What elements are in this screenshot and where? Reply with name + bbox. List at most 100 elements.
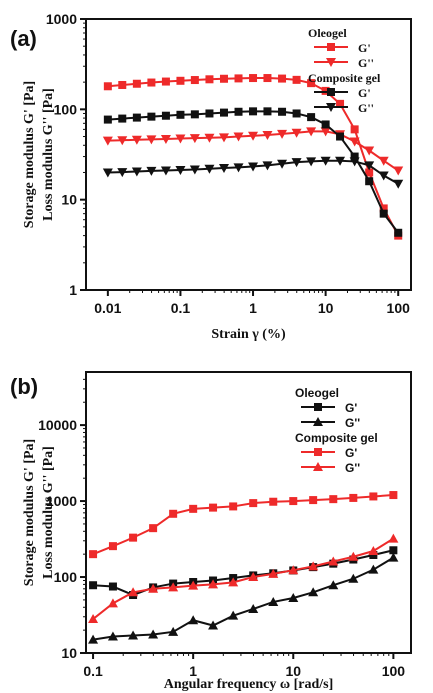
data-point xyxy=(102,136,113,146)
legend-entry-label: G'' xyxy=(345,416,360,430)
data-point xyxy=(365,177,374,186)
data-point xyxy=(263,107,272,116)
data-point xyxy=(108,542,117,551)
data-point xyxy=(118,114,127,123)
data-point xyxy=(368,546,379,556)
y-tick-label: 100 xyxy=(54,569,78,585)
data-point xyxy=(269,497,278,506)
data-point xyxy=(168,582,179,592)
x-tick-label: 100 xyxy=(382,663,406,679)
data-point xyxy=(168,626,179,636)
legend-entry-label: G'' xyxy=(358,56,374,70)
data-point xyxy=(218,164,229,174)
data-point xyxy=(365,168,374,177)
panel-a-strain-sweep: (a) 0.01 0.1 1 10 100 1 10 100 1000 Storage modulu… xyxy=(10,11,412,342)
data-point xyxy=(308,561,319,571)
data-point xyxy=(229,502,238,511)
data-point xyxy=(132,113,141,122)
data-point xyxy=(147,78,156,87)
data-point xyxy=(248,572,259,582)
data-point xyxy=(335,156,346,166)
y-tick-label: 100 xyxy=(54,101,78,117)
data-point xyxy=(393,166,404,176)
data-point xyxy=(249,74,258,83)
data-point xyxy=(349,157,360,167)
data-point xyxy=(147,112,156,121)
data-point xyxy=(148,629,159,639)
data-point xyxy=(188,615,199,625)
data-point xyxy=(379,204,388,213)
series-2 xyxy=(89,491,398,559)
legend-entry-label: G' xyxy=(358,41,371,55)
data-point xyxy=(129,533,138,542)
y-axis-label-loss: Loss modulus G'' [Pa] xyxy=(41,88,56,221)
data-point xyxy=(146,135,157,145)
x-tick-label: 1 xyxy=(189,663,197,679)
legend-group-label: Oleogel xyxy=(308,26,347,40)
series-line xyxy=(92,556,394,641)
data-point xyxy=(208,620,219,630)
data-point xyxy=(189,165,200,175)
data-point xyxy=(291,128,302,138)
legend-marker xyxy=(326,58,336,67)
data-point xyxy=(329,495,338,504)
data-point xyxy=(149,524,158,533)
data-point xyxy=(205,109,214,118)
data-point xyxy=(262,130,273,140)
data-point xyxy=(378,171,389,181)
y-tick-label: 10 xyxy=(61,192,77,208)
data-point xyxy=(388,552,399,562)
data-point xyxy=(249,107,258,116)
data-point xyxy=(350,152,359,161)
legend-marker xyxy=(327,43,335,51)
data-point xyxy=(131,135,142,145)
y-axis-label-loss: Loss modulus G'' [Pa] xyxy=(41,446,56,579)
y-tick-label: 1 xyxy=(69,282,77,298)
data-point xyxy=(233,163,244,173)
legend-marker xyxy=(313,417,323,426)
data-point xyxy=(248,603,259,613)
data-point xyxy=(328,580,339,590)
x-tick-label: 100 xyxy=(387,300,411,316)
series-1 xyxy=(88,552,399,644)
data-point xyxy=(219,74,228,83)
data-point xyxy=(394,228,403,237)
data-point xyxy=(278,74,287,83)
data-point xyxy=(128,587,139,597)
data-point xyxy=(108,582,117,591)
data-point xyxy=(234,74,243,83)
data-point xyxy=(161,77,170,86)
data-point xyxy=(189,134,200,144)
data-point xyxy=(379,209,388,218)
data-point xyxy=(107,631,118,641)
data-point xyxy=(148,583,159,593)
legend-marker xyxy=(327,88,335,96)
data-point xyxy=(378,156,389,166)
data-point xyxy=(219,108,228,117)
legend-group-label: Composite gel xyxy=(295,431,378,445)
legend-entry-label: G'' xyxy=(358,101,374,115)
y-axis-label-storage: Storage modulus G' [Pa] xyxy=(22,81,37,228)
plot-frame xyxy=(85,18,412,291)
data-point xyxy=(176,110,185,119)
series-1 xyxy=(102,127,404,176)
series-3 xyxy=(102,156,404,189)
y-tick-label: 10000 xyxy=(38,417,77,433)
series-3 xyxy=(88,533,399,624)
series-line xyxy=(92,494,394,556)
x-tick-label: 0.1 xyxy=(83,663,103,679)
data-point xyxy=(175,166,186,176)
data-point xyxy=(204,164,215,174)
y-tick-label: 1000 xyxy=(46,493,77,509)
data-point xyxy=(128,630,139,640)
y-axis-label-storage: Storage modulus G' [Pa] xyxy=(22,439,37,586)
data-point xyxy=(248,162,259,172)
data-point xyxy=(228,577,239,587)
data-point xyxy=(175,134,186,144)
series-0 xyxy=(103,74,403,240)
data-point xyxy=(233,132,244,142)
